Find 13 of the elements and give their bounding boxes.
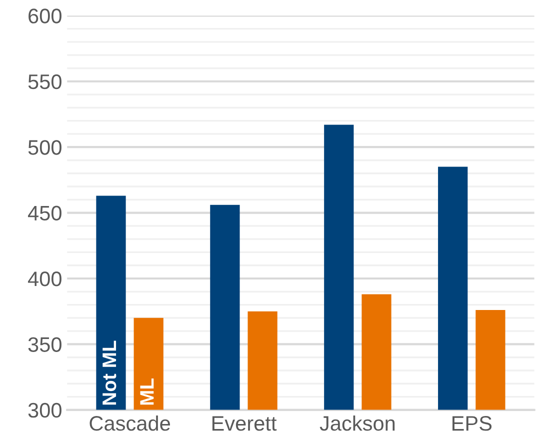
x-tick-label: Cascade [90, 415, 170, 431]
series-label: Not ML [102, 340, 116, 405]
x-tick-label: Jackson [320, 415, 395, 431]
y-tick-label: 350 [28, 337, 62, 352]
y-tick-label: 550 [28, 74, 62, 90]
y-tick-label: 500 [28, 140, 62, 155]
y-tick-label: 600 [28, 8, 62, 24]
x-tick-label: EPS [452, 416, 492, 431]
y-tick-label: 450 [28, 206, 62, 221]
x-tick-label: Everett [212, 416, 277, 431]
y-tick-label: 400 [28, 272, 62, 286]
y-tick-label: 300 [28, 402, 62, 418]
series-label: ML [140, 378, 154, 405]
